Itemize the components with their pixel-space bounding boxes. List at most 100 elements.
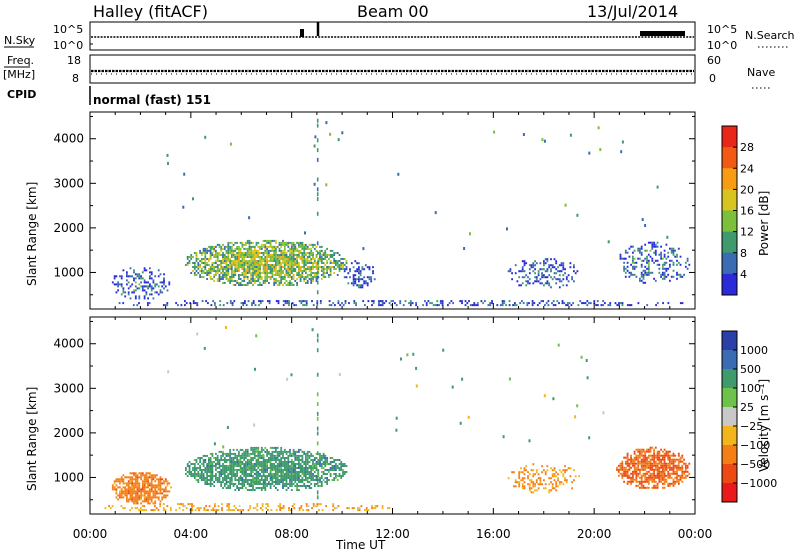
scatter-cell <box>532 266 535 269</box>
scatter-cell <box>161 488 164 491</box>
scatter-cell <box>315 463 318 465</box>
scatter-cell <box>211 262 214 264</box>
scatter-cell <box>637 458 640 461</box>
scatter-cell <box>310 274 313 276</box>
scatter-cell <box>255 465 258 467</box>
scatter-cell <box>633 261 636 264</box>
scatter-cell <box>292 479 295 481</box>
scatter-cell <box>285 479 288 481</box>
scatter-cell <box>276 467 279 469</box>
scatter-cell <box>154 476 157 479</box>
scatter-cell <box>640 247 643 250</box>
scatter-cell <box>273 239 276 242</box>
scatter-cell <box>516 481 519 484</box>
scatter-cell <box>292 254 295 256</box>
scatter-cell <box>198 507 200 510</box>
scatter-cell <box>250 446 253 449</box>
scatter-cell <box>285 475 288 477</box>
scatter-cell <box>553 276 556 279</box>
scatter-cell <box>218 243 221 246</box>
scatter-cell <box>523 262 526 265</box>
scatter-cell <box>635 480 638 483</box>
scatter-cell <box>247 509 250 512</box>
scatter-cell <box>319 452 321 455</box>
scatter-cell <box>275 239 277 242</box>
scatter-cell <box>200 475 203 477</box>
scatter-cell <box>301 260 304 262</box>
scatter-cell <box>313 465 316 467</box>
scatter-cell <box>226 302 229 305</box>
scatter-cell <box>294 469 297 471</box>
scatter-cell <box>646 255 648 258</box>
scatter-cell <box>630 271 632 274</box>
scatter-cell <box>150 474 153 477</box>
scatter-cell <box>273 266 276 268</box>
scatter-cell <box>294 450 297 453</box>
scatter-cell <box>308 471 311 473</box>
scatter-cell <box>626 468 629 471</box>
scatter-cell <box>287 260 290 262</box>
scatter-cell <box>122 496 125 499</box>
scatter-cell <box>312 264 314 266</box>
scatter-cell <box>246 489 249 491</box>
scatter-cell <box>275 469 277 471</box>
scatter-cell <box>273 274 276 276</box>
scatter-cell <box>238 479 240 481</box>
scatter-cell <box>225 266 228 268</box>
scatter-cell <box>342 469 344 471</box>
scatter-cell <box>672 247 675 250</box>
scatter-cell <box>282 469 284 471</box>
scatter-cell <box>356 270 358 273</box>
scatter-cell <box>322 266 325 268</box>
scatter-cell <box>320 471 323 473</box>
scatter-cell <box>273 256 276 258</box>
scatter-cell <box>271 473 274 475</box>
scatter-cell <box>246 459 249 461</box>
scatter-cell <box>271 465 274 467</box>
scatter-cell <box>246 268 249 270</box>
scatter-cell <box>644 243 647 246</box>
scatter-cell <box>674 482 677 485</box>
scatter-cell <box>152 496 155 499</box>
scatter-cell <box>294 249 297 252</box>
scatter-cell <box>344 300 347 303</box>
scatter-cell <box>213 481 216 483</box>
scatter-cell <box>660 273 662 276</box>
scatter-cell <box>149 275 151 278</box>
scatter-cell <box>222 459 224 461</box>
scatter-cell <box>124 507 126 510</box>
scatter-cell <box>306 280 309 282</box>
scatter-cell <box>262 483 265 485</box>
scatter-cell <box>342 304 345 307</box>
scatter-cell <box>285 241 288 244</box>
scatter-cell <box>238 459 240 461</box>
scatter-cell <box>518 284 521 287</box>
scatter-cell <box>280 258 283 260</box>
scatter-cell <box>229 477 231 479</box>
scatter-cell <box>266 459 268 461</box>
scatter-cell <box>561 300 564 303</box>
scatter-cell <box>257 473 260 475</box>
scatter-cell <box>236 463 238 465</box>
scatter-cell <box>206 278 208 280</box>
scatter-cell <box>253 463 256 465</box>
scatter-cell <box>166 490 169 493</box>
scatter-cell <box>535 481 538 484</box>
scatter-cell <box>329 473 332 475</box>
scatter-cell <box>316 505 319 508</box>
scatter-cell <box>124 482 127 485</box>
scatter-cell <box>289 475 291 477</box>
scatter-cell <box>555 268 558 271</box>
scatter-streak <box>316 211 319 216</box>
scatter-cell <box>361 266 364 269</box>
scatter-cell <box>596 300 599 303</box>
scatter-cell <box>202 252 205 254</box>
scatter-cell <box>193 262 196 264</box>
scatter-cell <box>255 254 258 256</box>
scatter-cell <box>317 268 320 270</box>
scatter-cell <box>565 278 568 281</box>
scatter-cell <box>336 467 339 469</box>
scatter-cell <box>665 275 668 278</box>
